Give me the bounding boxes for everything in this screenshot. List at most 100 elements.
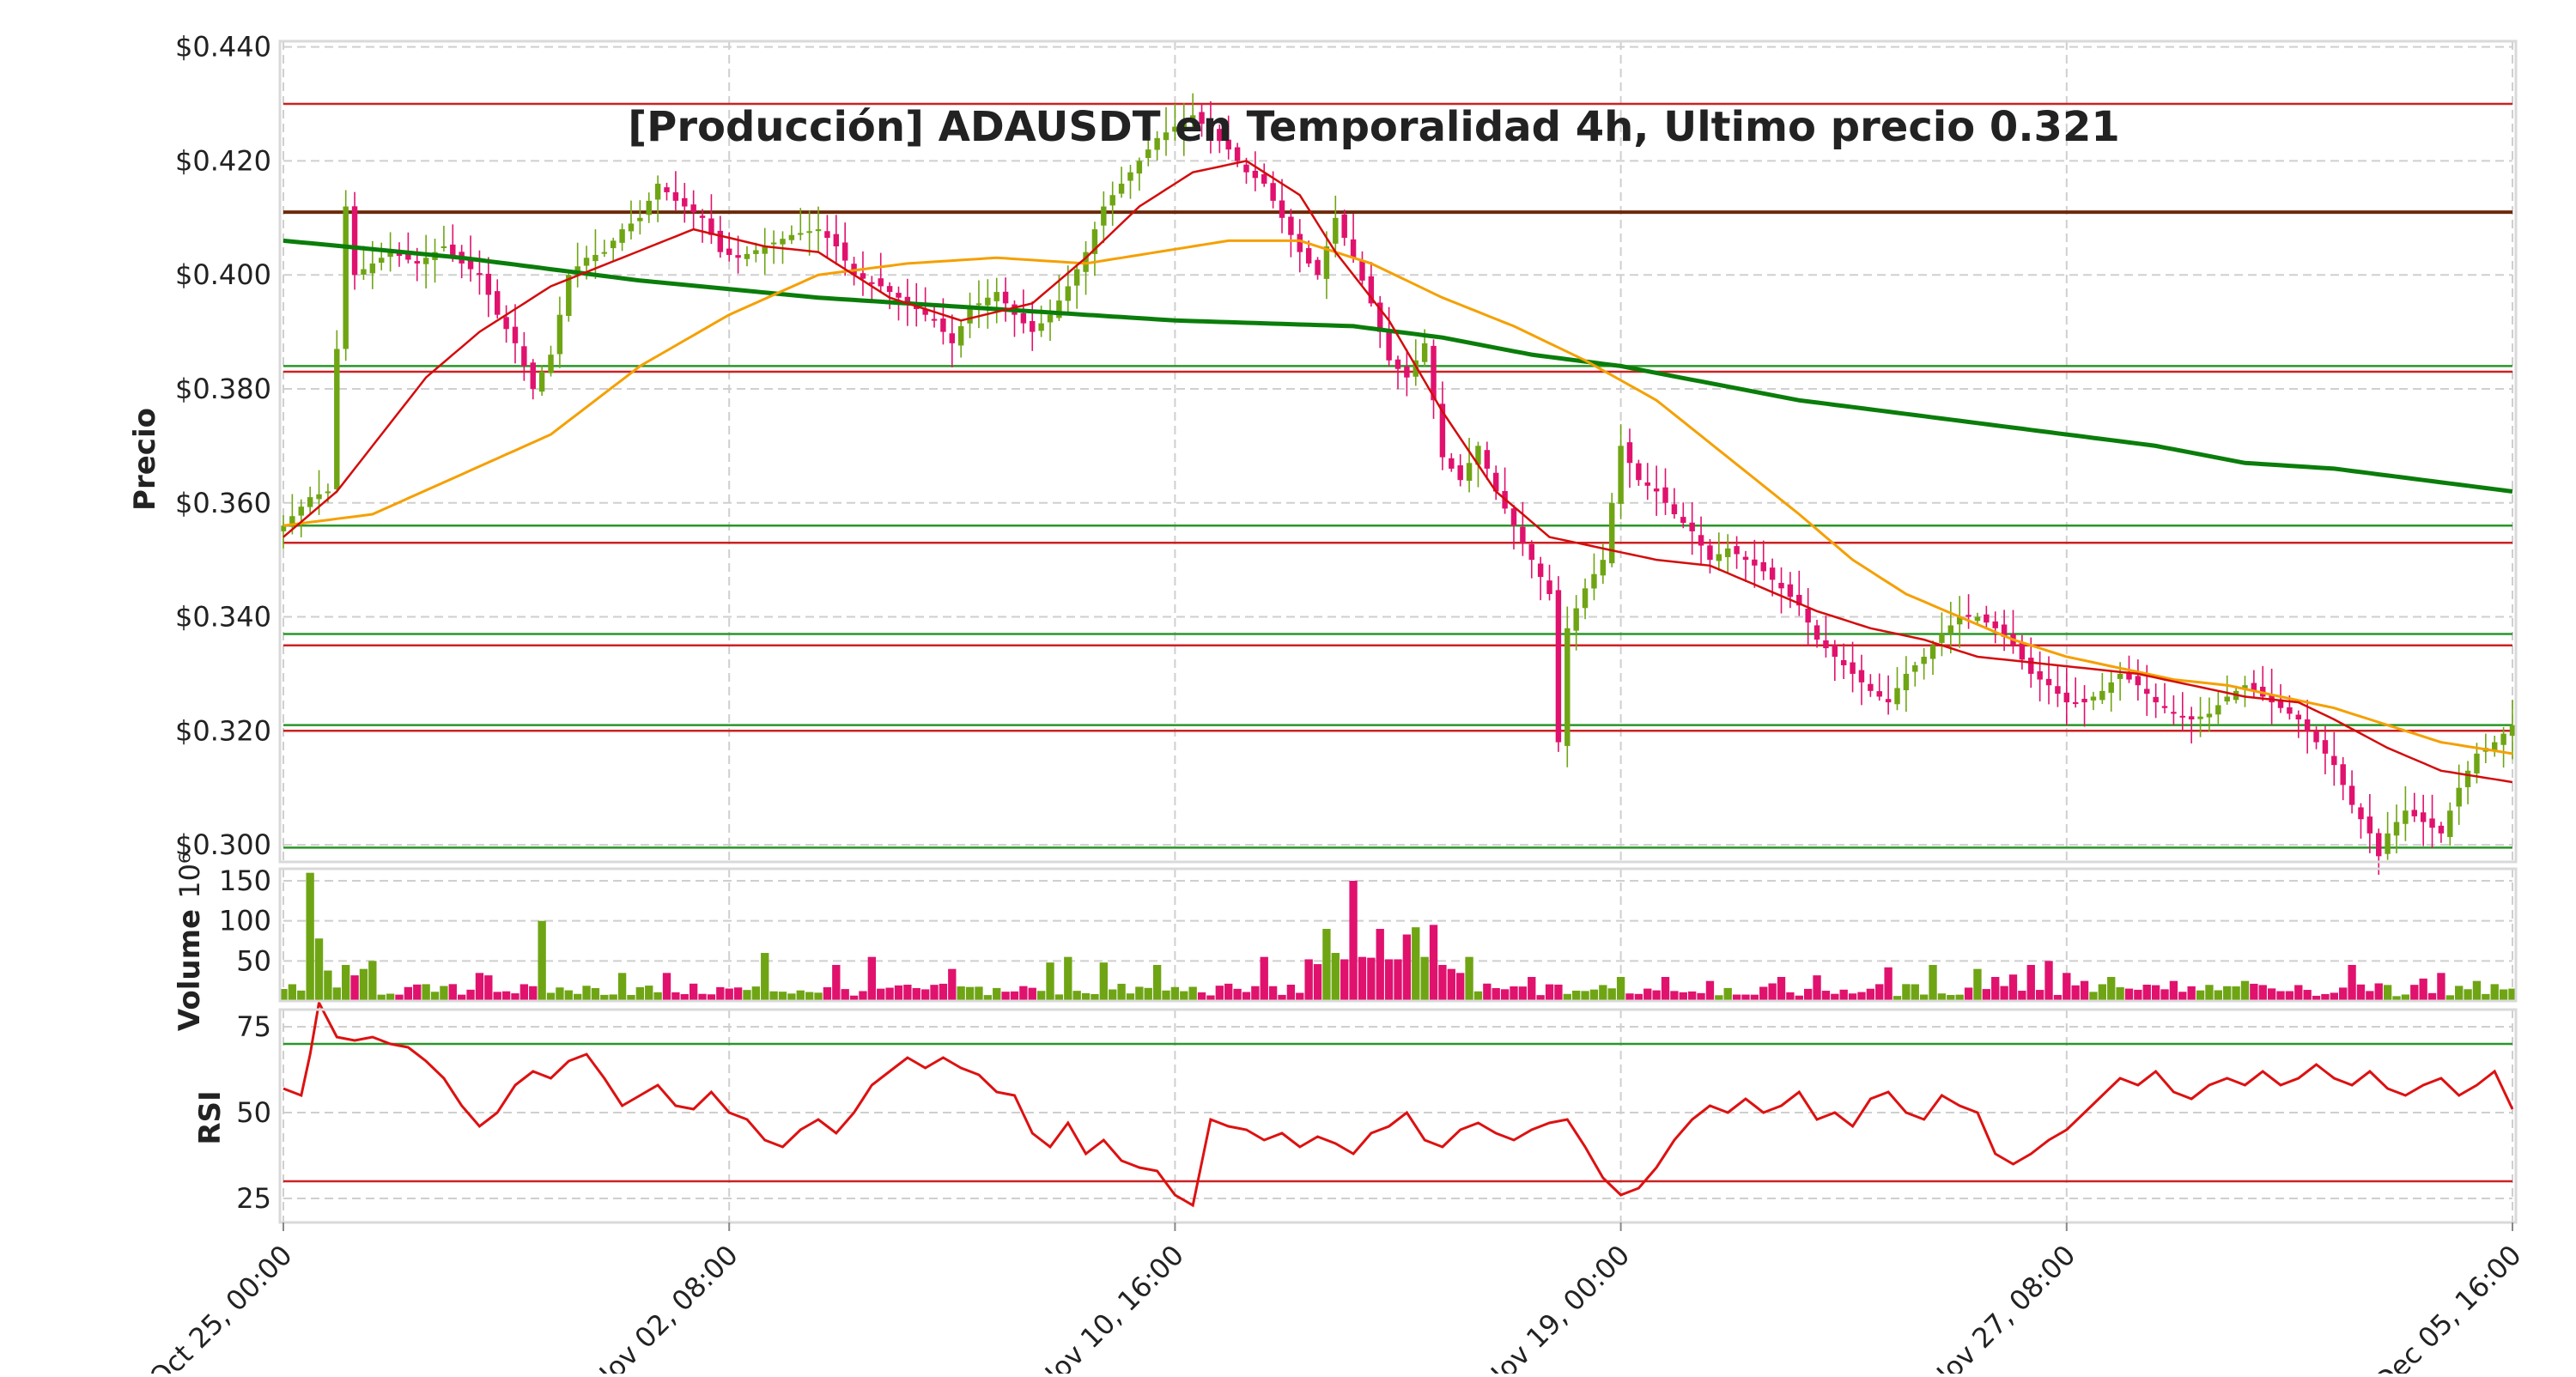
volume-bar [859, 991, 867, 1001]
candle-body [1510, 508, 1517, 526]
volume-bar [395, 994, 404, 1001]
volume-bar [2250, 983, 2258, 1001]
volume-scale-label: 10⁶ [173, 852, 206, 899]
candle-body [1154, 137, 1160, 150]
volume-bar [653, 992, 662, 1001]
candle-body [1189, 115, 1196, 123]
candle-body [2295, 714, 2302, 720]
volume-bar [1554, 984, 1563, 1001]
candle-body [1885, 699, 1892, 703]
volume-bar [2321, 993, 2330, 1001]
volume-bar [573, 993, 582, 1001]
candle-body [2206, 713, 2213, 718]
price-tick-label: $0.380 [175, 373, 271, 405]
volume-bar [511, 993, 519, 1001]
candle-body [1118, 183, 1125, 194]
candle-body [690, 204, 696, 213]
volume-bars [279, 872, 2517, 1001]
candle-body [1404, 367, 1410, 378]
volume-bar [1313, 964, 1322, 1001]
volume-bar [1394, 959, 1402, 1001]
volume-bar [725, 988, 733, 1001]
candle-body [2072, 702, 2079, 705]
candle-body [2474, 753, 2480, 773]
candle-body [2242, 685, 2248, 688]
candle-body [1225, 139, 1231, 150]
volume-bar [1536, 995, 1545, 1001]
volume-bar [556, 987, 564, 1001]
candle-body [494, 291, 501, 315]
candle-body [1030, 320, 1036, 332]
candle-body [1270, 183, 1276, 201]
volume-bar [564, 990, 573, 1001]
candle-body [1243, 164, 1249, 173]
candle-body [1091, 229, 1098, 254]
candle-body [1734, 546, 1740, 555]
volume-bar [1420, 956, 1429, 1001]
volume-bar [324, 970, 332, 1001]
candle-body [1894, 688, 1900, 705]
volume-bar [2419, 978, 2427, 1001]
volume-bar [965, 986, 975, 1001]
volume-bar [662, 973, 671, 1001]
volume-bar [1322, 929, 1331, 1001]
volume-bar [1581, 991, 1589, 1001]
volume-bar [2116, 986, 2124, 1001]
volume-bar [1679, 992, 1687, 1001]
candle-body [922, 309, 928, 315]
candle-body [1172, 126, 1178, 132]
volume-bar [2178, 992, 2187, 1001]
candle-body [521, 346, 527, 367]
volume-bar [1010, 991, 1019, 1001]
candle-body [512, 326, 519, 343]
volume-bar [501, 991, 511, 1001]
volume-bar [796, 990, 805, 1001]
volume-bar [2499, 989, 2508, 1001]
candle-body [806, 231, 812, 234]
volume-bar [1759, 986, 1768, 1001]
candle-body [1073, 269, 1080, 286]
candle-body [1618, 446, 1624, 504]
volume-bar [475, 973, 484, 1001]
volume-bar [1545, 984, 1554, 1001]
candle-body [1582, 588, 1589, 609]
volume-bar [1099, 962, 1109, 1001]
price-tick-label: $0.340 [175, 601, 271, 634]
volume-bar [2232, 986, 2240, 1001]
volume-bar [1616, 977, 1625, 1001]
candle-body [1217, 129, 1223, 142]
volume-bar [1572, 990, 1581, 1001]
volume-bar [1384, 959, 1394, 1001]
candle-body [343, 206, 349, 349]
candle-body [1359, 260, 1365, 281]
volume-bar [1304, 959, 1313, 1001]
candle-body [503, 317, 509, 330]
candle-body [2456, 787, 2462, 807]
candle-body [2348, 786, 2355, 805]
candle-body [1083, 252, 1089, 272]
candle-body [566, 275, 572, 316]
volume-bar [350, 975, 359, 1001]
volume-bar [1518, 986, 1528, 1001]
volume-bar [2356, 984, 2366, 1001]
candle-body [940, 318, 946, 332]
candle-body [780, 239, 786, 245]
volume-bar [1528, 977, 1536, 1001]
candle-body [1297, 234, 1303, 252]
candle-body [1315, 259, 1321, 276]
volume-bar [1795, 995, 1803, 1001]
candle-body [1868, 683, 1874, 691]
volume-axis-label: Volume [173, 909, 207, 1031]
volume-bar [1117, 983, 1126, 1001]
volume-bar [1402, 934, 1412, 1001]
volume-bar [1296, 992, 1304, 1001]
panel-frame [278, 867, 2518, 1003]
volume-bar [466, 989, 475, 1001]
volume-bar [1786, 992, 1795, 1001]
volume-bar [975, 986, 983, 1001]
volume-bar [2401, 994, 2410, 1001]
volume-bar [1563, 993, 1571, 1001]
volume-bar [1473, 991, 1483, 1001]
candle-body [2420, 812, 2427, 822]
level-lines [283, 102, 2512, 849]
